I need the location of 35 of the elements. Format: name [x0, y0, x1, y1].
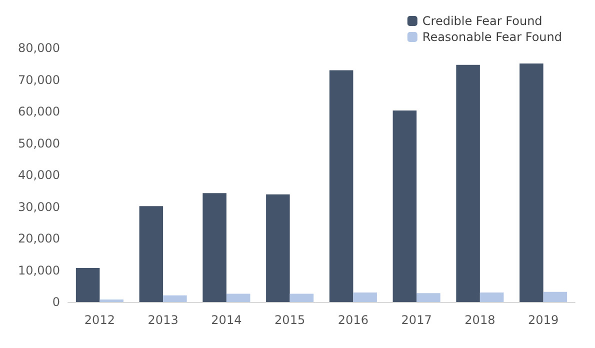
x-tick-label: 2015	[274, 313, 306, 327]
bar	[139, 206, 164, 302]
x-tick-label: 2018	[464, 313, 496, 327]
x-tick-label: 2013	[148, 313, 178, 327]
bar	[456, 64, 480, 302]
x-tick-label: 2019	[528, 313, 559, 327]
bar	[416, 293, 440, 302]
bar	[392, 110, 417, 302]
bar	[100, 299, 124, 302]
legend-label: Reasonable Fear Found	[422, 30, 562, 44]
y-tick-label: 10,000	[18, 263, 60, 278]
x-tick-label: 2012	[84, 313, 115, 327]
x-tick-label: 2016	[338, 313, 368, 327]
x-tick-label: 2017	[401, 313, 432, 327]
bar	[480, 292, 504, 302]
bar	[163, 295, 187, 302]
y-tick-label: 70,000	[18, 72, 60, 87]
y-tick-label: 30,000	[18, 200, 60, 214]
bar	[353, 292, 377, 302]
bar	[76, 268, 100, 302]
y-tick-label: 0	[52, 295, 60, 309]
y-tick-label: 60,000	[18, 104, 60, 118]
bar	[520, 64, 544, 302]
bar	[543, 292, 568, 302]
bar	[329, 70, 354, 302]
legend-label: Credible Fear Found	[422, 14, 542, 28]
bar	[202, 193, 226, 302]
y-tick-label: 20,000	[18, 232, 60, 246]
bar	[266, 194, 290, 302]
y-tick-label: 80,000	[18, 41, 60, 55]
bar	[290, 294, 314, 302]
x-tick-label: 2014	[211, 313, 242, 327]
y-tick-label: 40,000	[18, 168, 60, 182]
y-tick-label: 50,000	[18, 136, 60, 150]
bar	[226, 294, 250, 302]
